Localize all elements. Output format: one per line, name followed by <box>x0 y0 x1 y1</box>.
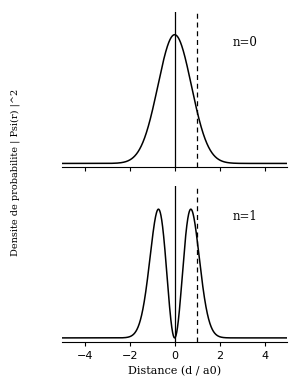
Text: Densite de probabilite | Psi(r) |^2: Densite de probabilite | Psi(r) |^2 <box>10 89 20 257</box>
Text: n=0: n=0 <box>233 36 258 49</box>
Text: n=1: n=1 <box>233 210 258 223</box>
X-axis label: Distance (d / a0): Distance (d / a0) <box>128 366 221 377</box>
